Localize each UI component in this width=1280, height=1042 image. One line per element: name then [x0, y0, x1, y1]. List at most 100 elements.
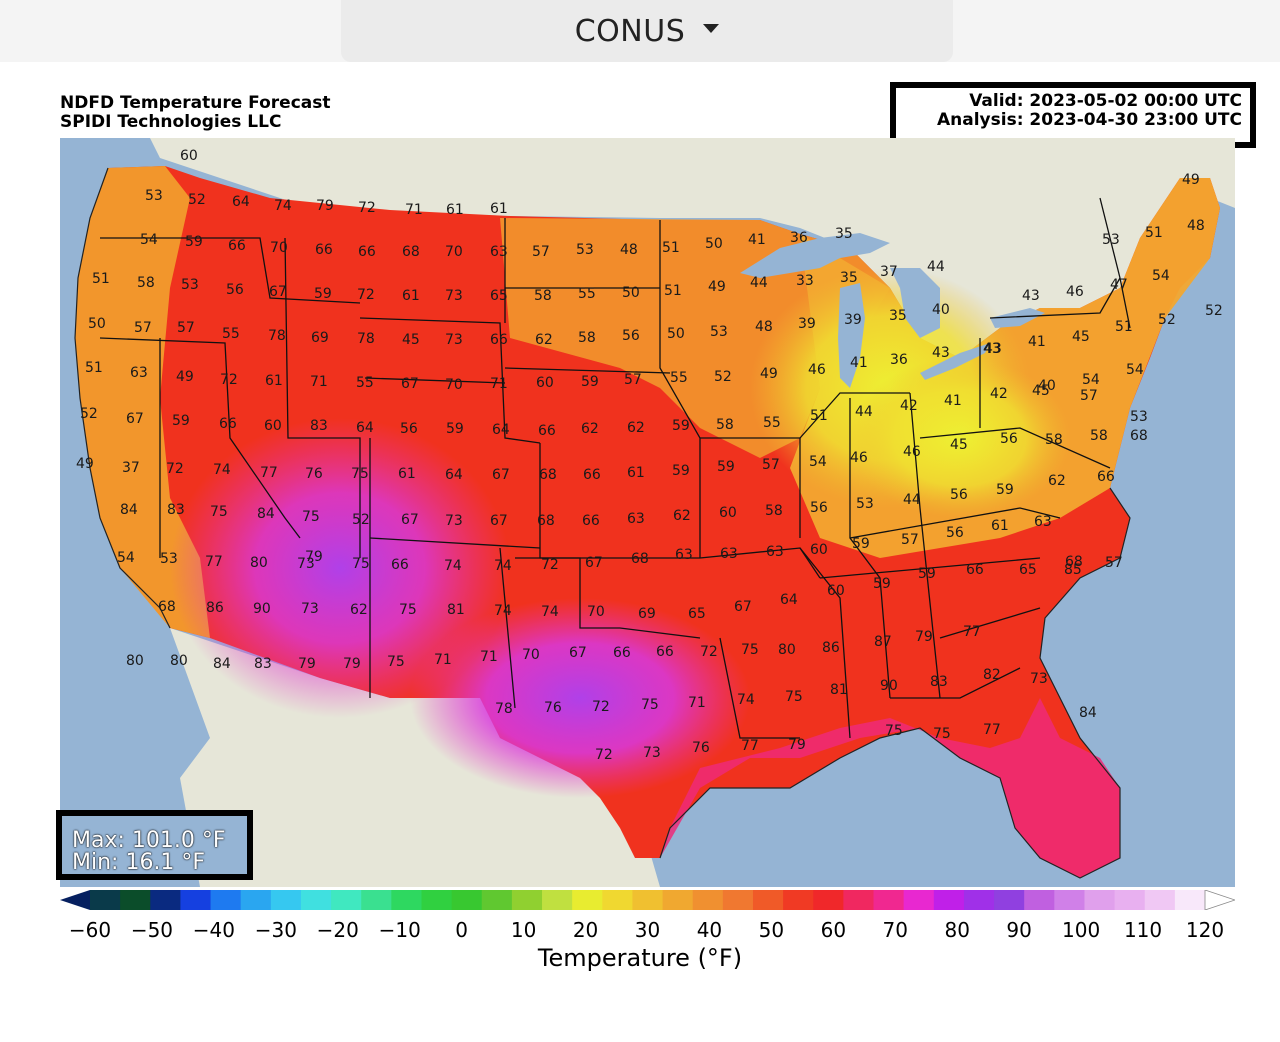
temperature-label: 57	[532, 244, 550, 260]
temperature-label: 60	[180, 148, 198, 164]
temperature-label: 66	[358, 244, 376, 260]
lake-ontario	[990, 308, 1045, 328]
temperature-label: 72	[592, 699, 610, 715]
colorbar-segment	[994, 890, 1025, 910]
temperature-label: 80	[170, 653, 188, 669]
temperature-label: 51	[85, 360, 103, 376]
temperature-label: 50	[622, 285, 640, 301]
temperature-label: 67	[585, 555, 603, 571]
temperature-label: 63	[627, 511, 645, 527]
temperature-label: 74	[737, 692, 755, 708]
temperature-label: 66	[391, 557, 409, 573]
temperature-label: 60	[264, 418, 282, 434]
product-title: NDFD Temperature Forecast	[60, 93, 331, 113]
region-dropdown[interactable]: CONUS	[341, 0, 953, 62]
colorbar-segment	[1144, 890, 1176, 910]
temperature-label: 71	[434, 652, 452, 668]
max-min-box: Max: 101.0 °F Min: 16.1 °F	[56, 810, 253, 880]
temperature-label: 58	[716, 417, 734, 433]
temperature-label: 84	[120, 502, 138, 518]
temperature-label: 53	[856, 496, 874, 512]
temperature-label: 70	[445, 377, 463, 393]
temperature-label: 76	[544, 700, 562, 716]
temperature-label: 59	[717, 459, 735, 475]
temperature-label: 73	[445, 513, 463, 529]
temperature-label: 68	[631, 551, 649, 567]
colorbar-tick-label: 30	[634, 918, 661, 942]
temperature-label: 56	[400, 421, 418, 437]
temperature-label: 49	[760, 366, 778, 382]
temperature-label: 72	[220, 372, 238, 388]
colorbar-tick-label: 120	[1185, 918, 1225, 942]
temperature-label: 55	[222, 326, 240, 342]
lake-erie	[920, 343, 990, 380]
temperature-colorbar	[60, 890, 1235, 910]
temperature-label: 86	[822, 640, 840, 656]
colorbar-tick-label: 10	[510, 918, 537, 942]
temperature-label: 35	[840, 270, 858, 286]
temperature-label: 70	[445, 244, 463, 260]
temperature-label: 70	[522, 647, 540, 663]
temperature-label: 63	[720, 546, 738, 562]
temperature-label: 61	[490, 201, 508, 217]
temperature-label: 39	[798, 316, 816, 332]
temperature-label: 41	[748, 232, 766, 248]
colorbar-segment	[240, 890, 272, 910]
temperature-label: 72	[166, 461, 184, 477]
temperature-label: 72	[357, 287, 375, 303]
temperature-label: 55	[670, 370, 688, 386]
temperature-label: 66	[583, 467, 601, 483]
temperature-label: 66	[315, 242, 333, 258]
temperature-label: 58	[578, 330, 596, 346]
temperature-label: 68	[158, 599, 176, 615]
temperature-label: 66	[582, 513, 600, 529]
temperature-label: 60	[827, 583, 845, 599]
temperature-label: 63	[130, 365, 148, 381]
temperature-label: 76	[692, 740, 710, 756]
temperature-label: 68	[539, 467, 557, 483]
temperature-label: 68	[402, 244, 420, 260]
temperature-label: 66	[1097, 469, 1115, 485]
temperature-label: 44	[903, 492, 921, 508]
temperature-label: 45	[1032, 383, 1050, 399]
colorbar-tick-label: 100	[1062, 918, 1101, 942]
temperature-label: 79	[915, 629, 933, 645]
temperature-label: 85	[1064, 562, 1082, 578]
temperature-label: 61	[402, 288, 420, 304]
temperature-label: 71	[490, 376, 508, 392]
temperature-label: 76	[305, 466, 323, 482]
colorbar-segment	[813, 890, 844, 910]
temperature-label: 66	[613, 645, 631, 661]
temperature-label: 39	[844, 312, 862, 328]
temperature-label: 90	[880, 678, 898, 694]
colorbar-segment	[1114, 890, 1146, 910]
coastlines	[74, 167, 1131, 879]
temperature-label: 53	[576, 242, 594, 258]
temperature-label: 51	[1115, 319, 1133, 335]
west-coast-orange-zone	[75, 166, 210, 638]
temperature-label: 57	[901, 532, 919, 548]
temperature-label: 56	[810, 500, 828, 516]
colorbar-segment	[511, 890, 543, 910]
temperature-label: 59	[314, 286, 332, 302]
temperature-label: 73	[301, 601, 319, 617]
temperature-label: 59	[873, 576, 891, 592]
temperature-label: 78	[357, 331, 375, 347]
temperature-label: 74	[541, 604, 559, 620]
temperature-label: 46	[850, 450, 868, 466]
temperature-label: 57	[624, 372, 642, 388]
temperature-label: 53	[1102, 232, 1120, 248]
temperature-label: 71	[480, 649, 498, 665]
colorbar-tick-label: −30	[254, 918, 297, 942]
temperature-labels: 60 53 52 64 74 79 72 71 61 61 54 59 66 70 66 66 68 70 63 57…	[76, 148, 1223, 763]
colorbar-tick-label: 70	[882, 918, 908, 942]
temperature-label: 59	[672, 463, 690, 479]
temperature-label: 75	[785, 689, 803, 705]
temperature-label: 72	[595, 747, 613, 763]
colorbar-label: Temperature (°F)	[537, 944, 743, 972]
forecast-info-box: Valid: 2023-05-02 00:00 UTC Analysis: 20…	[890, 82, 1256, 148]
temperature-label: 49	[76, 456, 94, 472]
temperature-label: 56	[226, 282, 244, 298]
temperature-label: 62	[627, 420, 645, 436]
temperature-label: 50	[88, 316, 106, 332]
